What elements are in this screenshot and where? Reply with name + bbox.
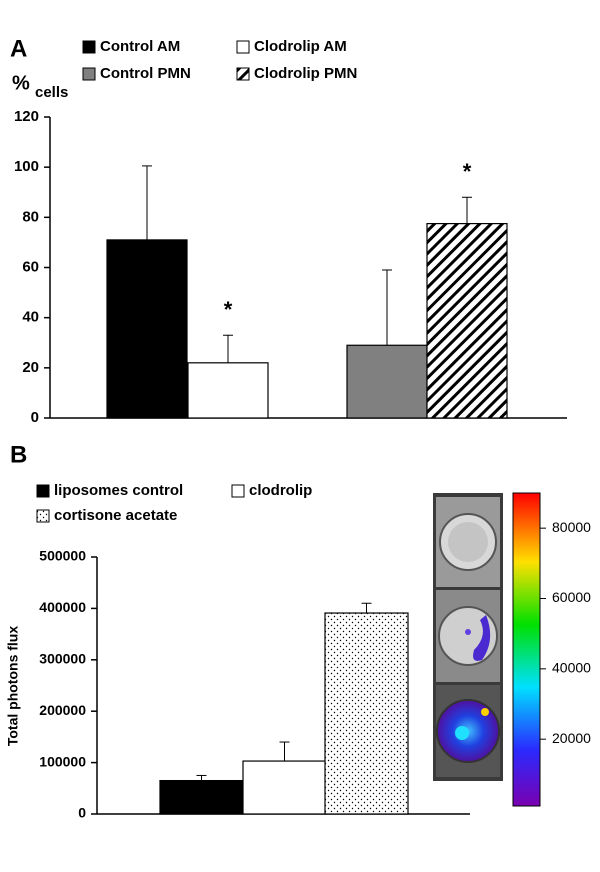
y-tick-label: 100 bbox=[14, 158, 39, 175]
y-axis-label: Total photons flux bbox=[5, 626, 21, 746]
significance-mark: * bbox=[224, 297, 233, 322]
colorbar-tick-label: 80000 bbox=[552, 519, 591, 535]
panel-label: B bbox=[10, 441, 27, 468]
legend-swatch bbox=[236, 40, 250, 54]
y-tick-label: 0 bbox=[31, 409, 39, 426]
bar bbox=[426, 223, 508, 419]
colorbar-tick-label: 60000 bbox=[552, 589, 591, 605]
colorbar bbox=[512, 492, 541, 807]
y-tick-label: 300000 bbox=[39, 651, 86, 667]
well-photo bbox=[433, 493, 503, 781]
y-tick-label: 40 bbox=[22, 309, 39, 326]
y-tick-label: 400000 bbox=[39, 599, 86, 615]
panel-label: A bbox=[10, 35, 27, 62]
y-axis-label: % bbox=[12, 72, 30, 94]
colorbar-tick-label: 20000 bbox=[552, 730, 591, 746]
legend-label: cortisone acetate bbox=[54, 507, 177, 524]
y-tick-label: 500000 bbox=[39, 548, 86, 564]
bar bbox=[187, 362, 269, 419]
y-tick-label: 0 bbox=[78, 805, 86, 821]
bar bbox=[346, 344, 428, 419]
y-tick-label: 120 bbox=[14, 108, 39, 125]
legend-swatch bbox=[36, 484, 50, 498]
bar bbox=[159, 779, 244, 815]
colorbar-tick-label: 40000 bbox=[552, 660, 591, 676]
legend-swatch bbox=[36, 509, 50, 523]
legend-label: Control AM bbox=[100, 38, 180, 55]
bar bbox=[324, 612, 409, 815]
legend-swatch bbox=[236, 67, 250, 81]
significance-mark: * bbox=[463, 159, 472, 184]
bar bbox=[106, 239, 188, 419]
y-axis-label-sub: cells bbox=[35, 84, 68, 101]
legend-swatch bbox=[82, 40, 96, 54]
legend-label: clodrolip bbox=[249, 482, 312, 499]
legend-label: liposomes control bbox=[54, 482, 183, 499]
bar bbox=[242, 760, 327, 815]
legend-label: Clodrolip PMN bbox=[254, 65, 357, 82]
legend-label: Clodrolip AM bbox=[254, 38, 347, 55]
y-tick-label: 20 bbox=[22, 359, 39, 376]
legend-label: Control PMN bbox=[100, 65, 191, 82]
y-tick-label: 60 bbox=[22, 258, 39, 275]
y-tick-label: 80 bbox=[22, 208, 39, 225]
y-tick-label: 200000 bbox=[39, 702, 86, 718]
y-tick-label: 100000 bbox=[39, 753, 86, 769]
legend-swatch bbox=[82, 67, 96, 81]
legend-swatch bbox=[231, 484, 245, 498]
